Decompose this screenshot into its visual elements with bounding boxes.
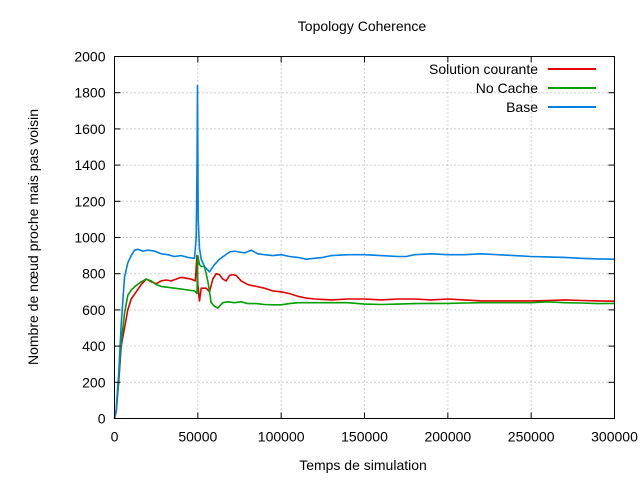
y-tick-label: 2000 (74, 49, 105, 65)
y-axis-tick-labels: 0 200 400 600 800 1000 1200 1400 1600 1800 2000 (74, 49, 105, 427)
y-tick-label: 1400 (74, 157, 105, 173)
x-tick-label: 50000 (178, 429, 217, 445)
legend: Solution courante No Cache Base (429, 61, 596, 115)
y-tick-label: 1200 (74, 193, 105, 209)
y-tick-label: 1000 (74, 230, 105, 246)
legend-label: Base (506, 99, 538, 115)
y-tick-label: 800 (82, 266, 106, 282)
y-tick-label: 600 (82, 302, 106, 318)
x-tick-label: 250000 (508, 429, 555, 445)
series-line-no-cache (113, 254, 615, 419)
chart-title: Topology Coherence (298, 18, 427, 34)
y-tick-label: 1800 (74, 85, 105, 101)
legend-label: Solution courante (429, 61, 538, 77)
series-line-base (113, 84, 615, 419)
x-tick-label: 100000 (258, 429, 305, 445)
x-tick-label: 200000 (424, 429, 471, 445)
x-tick-label: 300000 (591, 429, 638, 445)
y-tick-label: 400 (82, 338, 106, 354)
x-axis-label: Temps de simulation (299, 457, 427, 473)
y-tick-label: 0 (98, 411, 106, 427)
x-tick-label: 0 (111, 429, 119, 445)
grid (114, 56, 615, 419)
axis-ticks (114, 56, 615, 419)
x-tick-label: 150000 (341, 429, 388, 445)
y-tick-label: 1600 (74, 121, 105, 137)
y-tick-label: 200 (82, 374, 106, 390)
y-axis-label: Nombre de nœud proche mais pas voisin (25, 109, 41, 365)
legend-label: No Cache (476, 80, 538, 96)
series-layer (113, 84, 615, 419)
x-axis-tick-labels: 0 50000 100000 150000 200000 250000 300000 (111, 429, 638, 445)
